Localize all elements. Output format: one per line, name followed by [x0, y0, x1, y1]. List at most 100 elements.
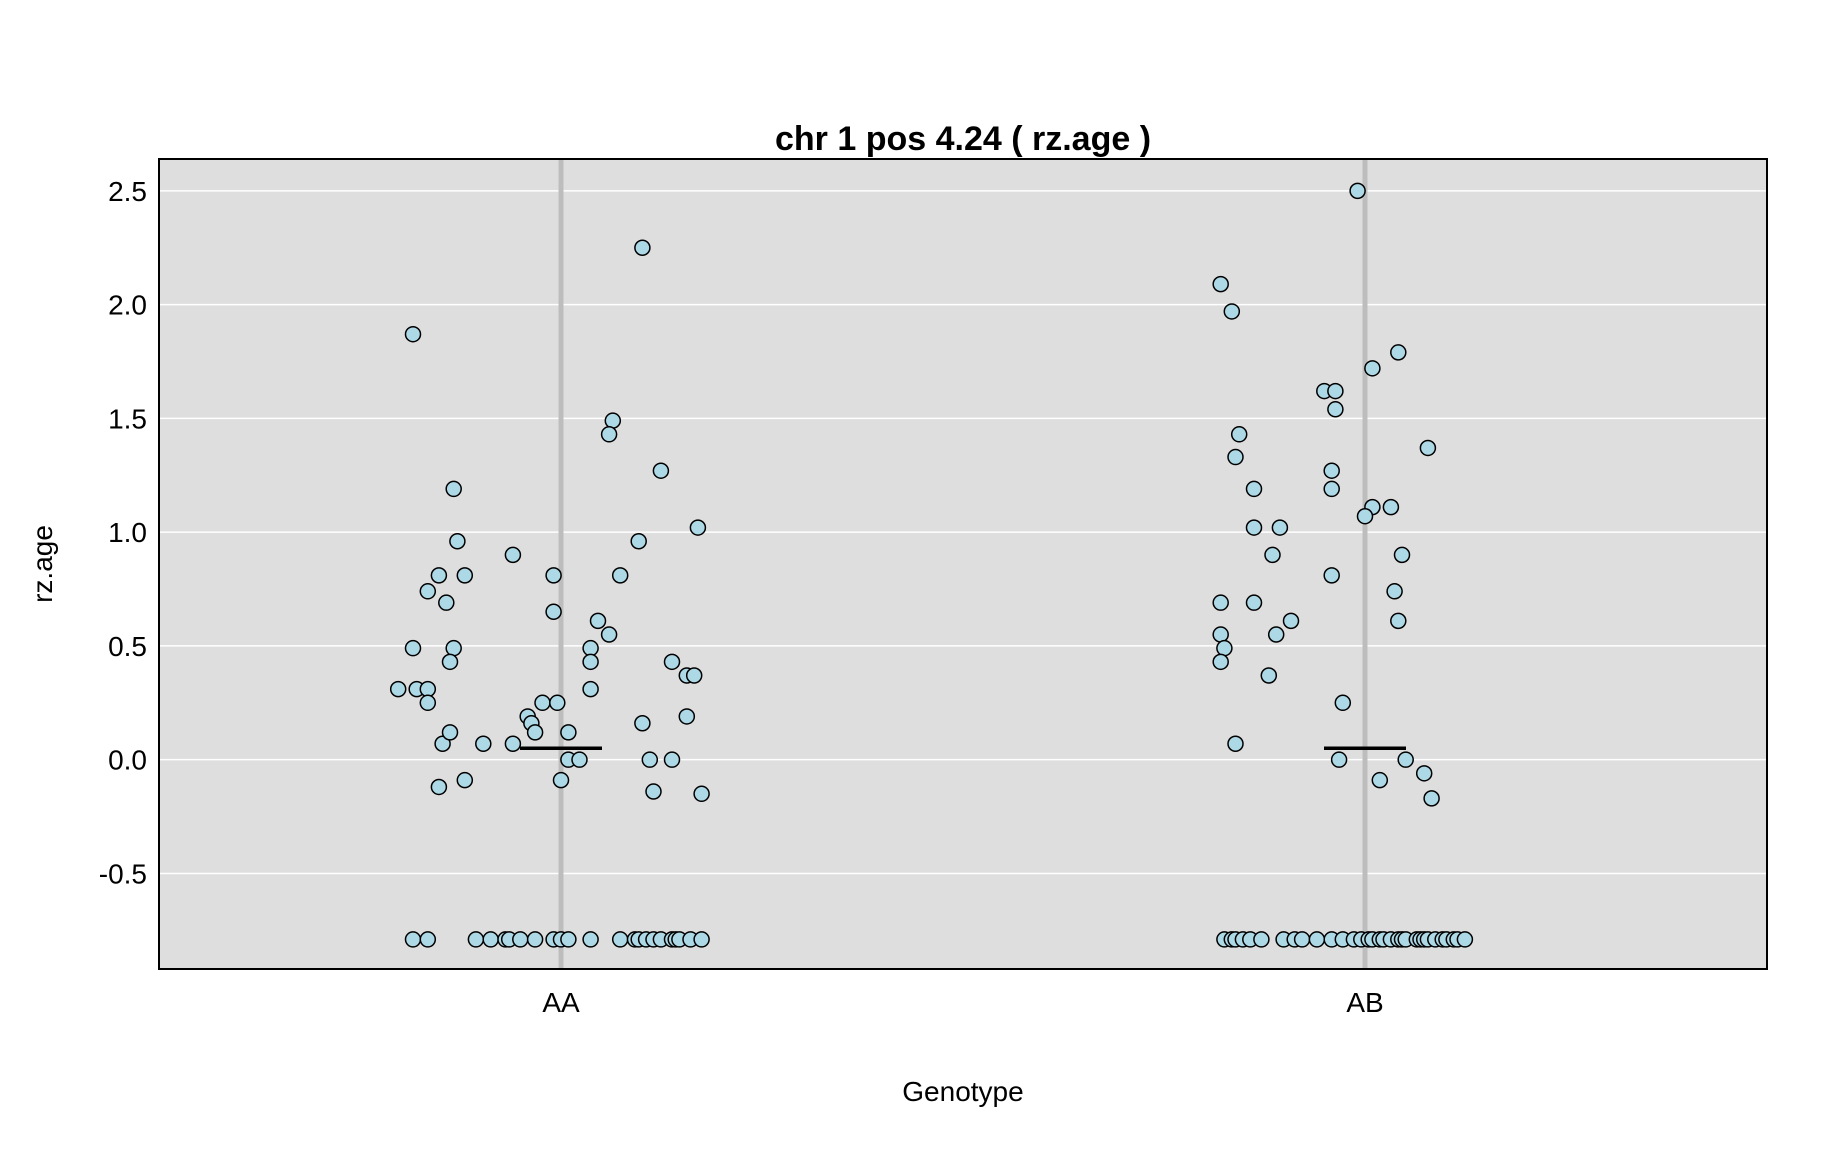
x-axis-title: Genotype: [902, 1076, 1023, 1107]
data-point: [441, 724, 459, 741]
y-tick-label: 2.0: [108, 290, 147, 321]
data-point: [693, 785, 710, 803]
data-point: [1323, 462, 1340, 479]
data-point: [1260, 667, 1278, 684]
data-point: [1212, 653, 1229, 671]
data-point: [526, 931, 544, 948]
data-point: [1423, 790, 1440, 807]
data-point: [1390, 612, 1407, 630]
data-point: [652, 462, 670, 479]
y-tick-label: 2.5: [108, 176, 147, 207]
data-point: [582, 680, 599, 698]
data-point: [482, 931, 499, 948]
data-point: [456, 771, 474, 789]
data-point: [1397, 751, 1414, 768]
data-point: [438, 594, 455, 611]
data-point: [526, 724, 544, 741]
data-point: [1327, 382, 1344, 400]
y-tick-label: 1.5: [108, 403, 147, 434]
data-point: [1212, 594, 1229, 611]
category-lines: [558, 159, 1368, 969]
data-point: [589, 612, 607, 630]
data-point: [1264, 546, 1281, 564]
data-point: [545, 603, 562, 621]
data-point: [689, 519, 707, 536]
x-tick-labels: AA AB: [542, 987, 1383, 1018]
data-point: [1415, 765, 1433, 782]
data-point: [645, 783, 662, 800]
data-point: [1212, 275, 1229, 293]
data-point: [685, 667, 703, 684]
data-point: [582, 639, 599, 657]
data-point: [419, 680, 437, 698]
data-point: [560, 931, 577, 948]
data-point: [404, 931, 422, 948]
plot-panel: [159, 159, 1767, 969]
data-point: [693, 931, 710, 948]
data-point: [404, 325, 422, 343]
data-point: [1323, 480, 1340, 498]
data-point: [504, 735, 522, 752]
data-point: [1349, 182, 1366, 200]
data-point: [571, 751, 588, 768]
data-point: [663, 653, 681, 671]
data-point: [600, 426, 618, 443]
data-point: [611, 931, 629, 948]
data-point: [611, 567, 629, 584]
data-point: [404, 639, 422, 657]
data-point: [1323, 567, 1340, 584]
y-tick-label: 0.5: [108, 631, 147, 662]
y-axis-title: rz.age: [27, 525, 58, 603]
data-point: [1212, 626, 1229, 643]
data-point: [441, 653, 459, 671]
data-point: [600, 626, 618, 643]
data-point: [634, 715, 651, 732]
chart-title: chr 1 pos 4.24 ( rz.age ): [775, 120, 1151, 158]
data-point: [456, 567, 474, 584]
data-point: [552, 771, 570, 789]
data-point: [582, 931, 599, 948]
data-point: [582, 653, 599, 671]
data-point: [1371, 771, 1389, 789]
data-point: [1308, 931, 1326, 948]
data-point: [549, 694, 566, 712]
data-point: [1271, 519, 1289, 536]
data-point: [1223, 303, 1241, 320]
data-point: [1227, 448, 1244, 466]
data-point: [641, 751, 659, 768]
data-point: [1293, 931, 1311, 948]
data-point: [1267, 626, 1285, 643]
data-point: [534, 694, 551, 712]
data-point: [1216, 639, 1233, 657]
data-point: [449, 532, 466, 550]
data-point: [1245, 594, 1263, 611]
y-tick-labels: 2.5 2.0 1.5 1.0 0.5 0.0 -0.5: [99, 176, 147, 890]
data-point: [512, 931, 529, 948]
data-point: [389, 680, 407, 698]
data-point: [419, 583, 437, 600]
y-tick-label: 0.0: [108, 745, 147, 776]
data-points: [389, 182, 1474, 948]
data-point: [560, 724, 577, 741]
data-point: [445, 480, 462, 498]
data-point: [545, 567, 562, 584]
data-point: [467, 931, 485, 948]
data-point: [1282, 612, 1300, 630]
data-point: [1419, 439, 1437, 457]
data-point: [445, 639, 462, 657]
data-point: [475, 735, 492, 752]
grid-lines: [159, 190, 1767, 875]
data-point: [1245, 519, 1263, 536]
data-point: [1334, 694, 1352, 712]
data-point: [1390, 344, 1407, 361]
data-point: [1230, 426, 1248, 443]
y-tick-label: 1.0: [108, 517, 147, 548]
y-tick-label: -0.5: [99, 858, 147, 889]
data-point: [1327, 401, 1344, 418]
data-point: [1245, 480, 1263, 498]
x-tick-label: AA: [542, 987, 580, 1018]
data-point: [634, 239, 651, 256]
data-point: [1386, 583, 1403, 600]
data-point: [430, 778, 448, 796]
